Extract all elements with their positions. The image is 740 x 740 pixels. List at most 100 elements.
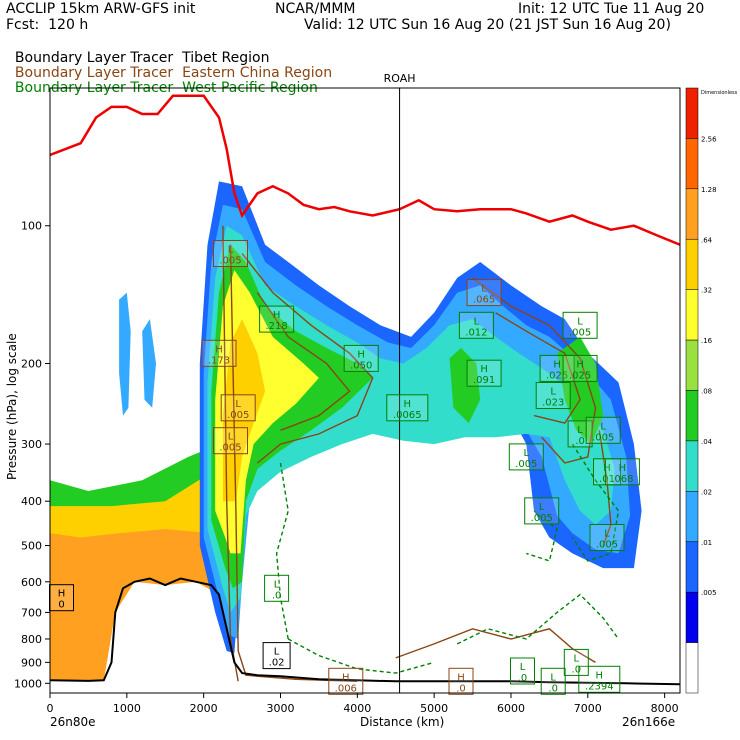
extremum-kind: H <box>576 359 584 370</box>
extremum-box <box>213 427 248 455</box>
shade-orange-bl <box>50 491 227 681</box>
roah-label: ROAH <box>384 72 416 85</box>
colorbar-label: .01 <box>701 539 712 547</box>
extremum-value: .005 <box>531 513 553 524</box>
x-tick-label: 4000 <box>343 702 371 715</box>
extremum-kind: H <box>342 672 350 683</box>
x-tick-label: 5000 <box>420 702 448 715</box>
extremum-kind: L <box>604 529 610 540</box>
header-fcst: Fcst: 120 h <box>6 17 89 33</box>
extremum-kind: H <box>457 672 465 683</box>
extremum-value: .005 <box>592 432 614 443</box>
extremum-kind: L <box>574 653 580 664</box>
extremum-box <box>343 344 379 372</box>
colorbar-swatch <box>685 642 699 694</box>
extremum-value: .065 <box>473 295 495 306</box>
extremum-box <box>264 574 290 602</box>
extremum-value: .068 <box>611 474 633 485</box>
header-valid: Valid: 12 UTC Sun 16 Aug 20 (21 JST Sun … <box>304 17 671 33</box>
extremum-value: .01 <box>599 474 615 485</box>
tropopause-line <box>50 94 680 246</box>
header-init: Init: 12 UTC Tue 11 Aug 20 <box>518 1 705 17</box>
colorbar-swatch <box>685 491 699 542</box>
extremum-box <box>539 354 575 382</box>
colorbar-swatch <box>685 87 699 139</box>
extremum-value: .0 <box>272 590 282 601</box>
legend-tibet: Boundary Layer Tracer Tibet Region <box>6 36 270 66</box>
extremum-box <box>535 382 571 409</box>
extremum-kind: H <box>619 463 627 474</box>
y-tick-label: 900 <box>21 656 42 669</box>
contour-green-1 <box>275 462 289 640</box>
contour-brown-6 <box>495 312 581 424</box>
extremum-kind: L <box>274 579 280 590</box>
extremum-box <box>458 311 494 339</box>
extremum-value: .050 <box>350 360 372 371</box>
colorbar-swatch <box>685 440 699 492</box>
extremum-value: .012 <box>465 327 487 338</box>
colorbar-swatch <box>685 188 699 240</box>
x-tick-label: 8000 <box>651 702 679 715</box>
extremum-kind: L <box>474 316 480 327</box>
x-tick-label: 7000 <box>574 702 602 715</box>
contour-brown-5 <box>472 277 597 464</box>
contour-brown-4 <box>256 292 351 431</box>
x-tick-label: 2000 <box>190 702 218 715</box>
extremum-kind: L <box>481 284 487 295</box>
shade-cyan <box>207 225 615 613</box>
extremum-box <box>466 359 502 387</box>
x-tick-label: 0 <box>47 702 54 715</box>
plot-frame <box>49 87 681 694</box>
y-tick-label: 100 <box>21 220 42 233</box>
extremum-kind: L <box>228 432 234 443</box>
extremum-kind: H <box>480 364 488 375</box>
colorbar-label: 2.56 <box>701 135 717 143</box>
colorbar-label: .005 <box>701 589 717 597</box>
extremum-box <box>524 497 560 525</box>
right-endpoint: 26n166e <box>622 715 675 729</box>
extremum-kind: L <box>550 387 556 398</box>
extremum-kind: H <box>215 344 223 355</box>
y-tick-label: 1000 <box>14 677 42 690</box>
extremum-value: .005 <box>515 459 537 470</box>
colorbar-label: .16 <box>701 337 713 345</box>
shade-green-mid <box>449 348 481 424</box>
extremum-box <box>508 443 544 471</box>
colorbar-swatch <box>685 289 699 341</box>
extremum-value: .025 <box>569 370 591 381</box>
extremum-value: .025 <box>546 370 568 381</box>
y-axis-title: Pressure (hPa), log scale <box>5 333 19 480</box>
contour-green-4 <box>571 443 620 562</box>
extremum-value: .005 <box>219 256 241 267</box>
extremum-box <box>585 416 621 444</box>
legend-eastern-china: Boundary Layer Tracer Eastern China Regi… <box>6 51 332 81</box>
extremum-value: .2394 <box>585 681 614 692</box>
extremum-box <box>201 339 237 367</box>
y-tick-label: 200 <box>21 357 42 370</box>
extremum-value: .0 <box>572 664 582 675</box>
extremum-value: .023 <box>542 398 564 409</box>
extremum-box <box>448 667 474 695</box>
extremum-value: .0 <box>575 436 585 447</box>
extremum-kind: H <box>273 310 281 321</box>
contour-brown-7 <box>598 430 612 546</box>
colorbar-label: Dimensionless <box>701 90 738 96</box>
colorbar-label: .64 <box>701 236 713 244</box>
contour-green-5 <box>526 510 558 562</box>
extremum-box <box>386 394 429 422</box>
colorbar-label: .08 <box>701 388 712 396</box>
extremum-kind: L <box>235 399 241 410</box>
tracer-shading <box>50 181 642 681</box>
extremum-box <box>578 665 621 693</box>
x-tick-label: 3000 <box>266 702 294 715</box>
chart-lines <box>50 94 680 686</box>
tracer-contours <box>222 225 620 682</box>
extremum-kind: L <box>524 448 530 459</box>
x-tick-label: 6000 <box>497 702 525 715</box>
shade-green-bl <box>50 450 208 507</box>
extremum-box <box>562 311 598 339</box>
extremum-kind: H <box>603 463 611 474</box>
extremum-box <box>604 458 640 486</box>
extremum-value: .005 <box>219 443 241 454</box>
colorbar-label: 1.28 <box>701 186 717 194</box>
